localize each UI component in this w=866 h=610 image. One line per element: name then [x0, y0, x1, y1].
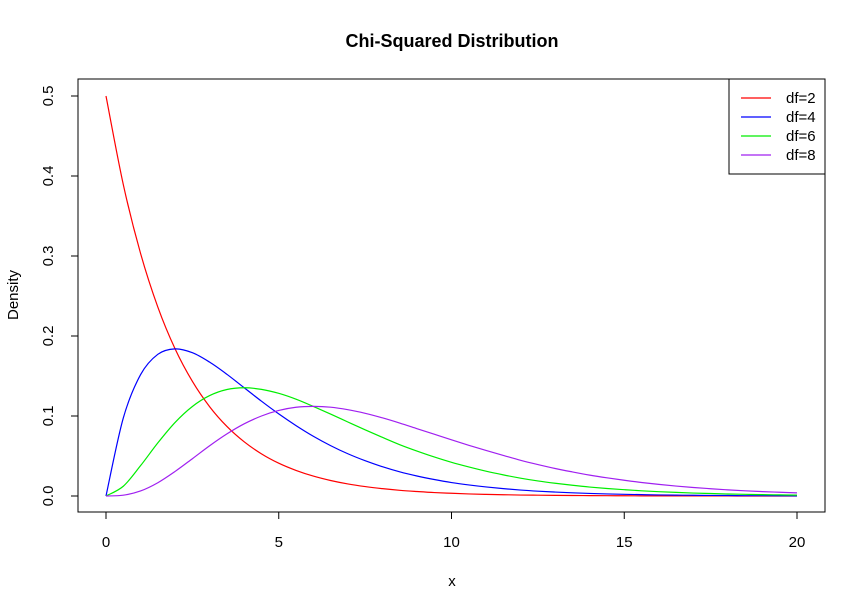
- x-tick-label: 10: [443, 534, 460, 551]
- x-tick-label: 5: [275, 534, 283, 551]
- series-line-df-6: [105, 387, 798, 497]
- x-tick-label: 20: [789, 534, 806, 551]
- legend: df=2 df=4 df=6 df=8: [728, 78, 826, 175]
- y-tick-label: 0.4: [40, 166, 57, 187]
- chart-title: Chi-Squared Distribution: [346, 31, 559, 51]
- y-tick-label: 0.3: [40, 246, 57, 267]
- x-axis-label: x: [448, 573, 456, 590]
- y-tick-label: 0.5: [40, 86, 57, 107]
- plot-area-frame: [77, 78, 826, 513]
- y-axis: 0.0 0.1 0.2 0.3 0.4 0.5: [40, 86, 79, 507]
- x-axis: 0 5 10 15 20: [102, 511, 806, 551]
- series-line-df-2: [105, 95, 797, 497]
- y-tick-label: 0.2: [40, 326, 57, 347]
- legend-label: df=8: [786, 147, 816, 164]
- y-axis-label: Density: [5, 269, 22, 320]
- x-tick-label: 0: [102, 534, 110, 551]
- legend-label: df=4: [786, 109, 816, 126]
- x-tick-label: 15: [616, 534, 633, 551]
- series-curves: [105, 95, 798, 497]
- legend-label: df=6: [786, 128, 816, 145]
- y-tick-label: 0.0: [40, 486, 57, 507]
- legend-label: df=2: [786, 90, 816, 107]
- series-line-df-4: [105, 348, 798, 497]
- y-tick-label: 0.1: [40, 406, 57, 427]
- legend-box: [728, 78, 826, 175]
- series-line-df-8: [105, 405, 798, 497]
